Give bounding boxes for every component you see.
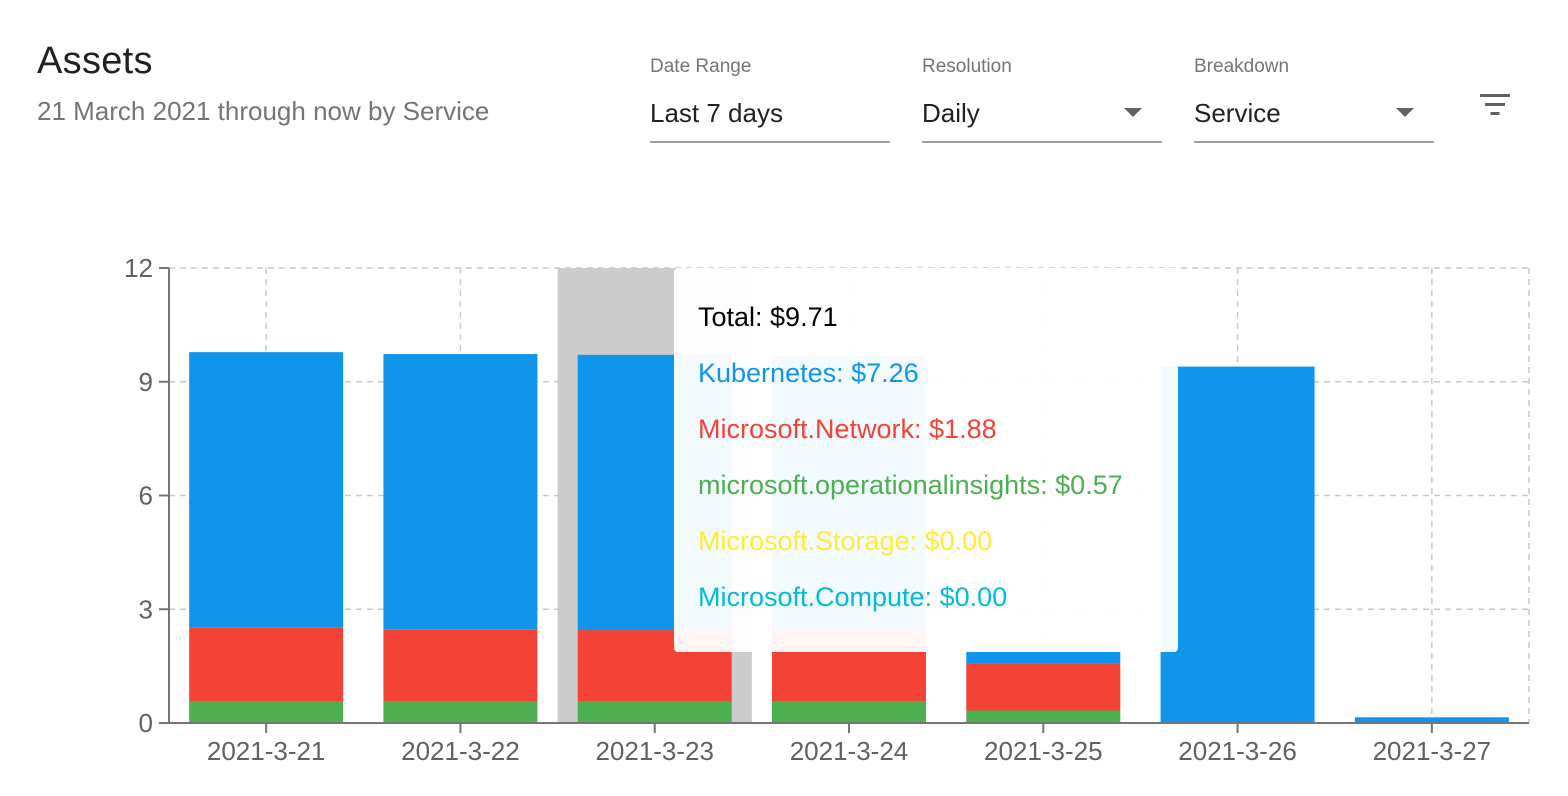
bar-microsoft-operationalinsights-2021-3-23 (577, 701, 732, 723)
tooltip-item-microsoft-storage: Microsoft.Storage: $0.00 (698, 526, 993, 556)
date-range-field[interactable]: Date Range Last 7 days (650, 52, 890, 144)
resolution-value[interactable]: Daily (922, 98, 980, 128)
bar-microsoft-network-2021-3-22 (383, 629, 538, 702)
date-range-label: Date Range (650, 56, 752, 77)
breakdown-select[interactable]: Breakdown Service (1194, 52, 1434, 144)
tooltip-item-microsoft-network: Microsoft.Network: $1.88 (698, 414, 997, 444)
filter-list-icon[interactable] (1478, 92, 1512, 122)
x-tick-label: 2021-3-25 (984, 736, 1103, 766)
y-tick-label: 0 (139, 708, 153, 738)
page-subtitle: 21 March 2021 through now by Service (37, 96, 490, 126)
breakdown-underline (1194, 141, 1434, 143)
y-tick-label: 6 (139, 481, 153, 511)
resolution-select[interactable]: Resolution Daily (922, 52, 1162, 144)
x-tick-label: 2021-3-24 (790, 736, 909, 766)
resolution-label: Resolution (922, 56, 1012, 77)
breakdown-label: Breakdown (1194, 56, 1290, 77)
x-tick-label: 2021-3-27 (1373, 736, 1492, 766)
tooltip-item-operationalinsights: microsoft.operationalinsights: $0.57 (698, 470, 1123, 500)
x-tick-label: 2021-3-26 (1178, 736, 1297, 766)
x-tick-label: 2021-3-21 (207, 736, 326, 766)
bar-kubernetes-2021-3-25 (966, 651, 1121, 664)
x-tick-label: 2021-3-22 (401, 736, 520, 766)
chevron-down-icon[interactable] (1396, 108, 1414, 117)
y-tick-label: 3 (139, 594, 153, 624)
date-range-underline (650, 141, 890, 143)
bar-microsoft-operationalinsights-2021-3-22 (383, 701, 538, 723)
tooltip-total: Total: $9.71 (698, 302, 838, 332)
y-tick-label: 12 (124, 253, 153, 283)
bar-kubernetes-2021-3-22 (383, 354, 538, 630)
date-range-value[interactable]: Last 7 days (650, 98, 783, 128)
bar-kubernetes-2021-3-26 (1160, 366, 1315, 723)
bar-microsoft-operationalinsights-2021-3-21 (189, 701, 344, 723)
resolution-underline (922, 141, 1162, 143)
tooltip-item-kubernetes: Kubernetes: $7.26 (698, 358, 919, 388)
bar-microsoft-network-2021-3-25 (966, 663, 1121, 711)
chevron-down-icon[interactable] (1124, 108, 1142, 117)
x-tick-label: 2021-3-23 (595, 736, 714, 766)
bar-microsoft-network-2021-3-21 (189, 627, 344, 702)
chart-tooltip: Total: $9.71 Kubernetes: $7.26 Microsoft… (674, 268, 1178, 652)
bar-kubernetes-2021-3-21 (189, 352, 344, 628)
bar-microsoft-operationalinsights-2021-3-25 (966, 710, 1121, 723)
bar-microsoft-operationalinsights-2021-3-24 (772, 701, 926, 723)
bar-kubernetes-2021-3-27 (1354, 717, 1509, 723)
breakdown-value[interactable]: Service (1194, 98, 1281, 128)
page-title: Assets (37, 40, 153, 82)
y-tick-label: 9 (139, 367, 153, 397)
tooltip-item-microsoft-compute: Microsoft.Compute: $0.00 (698, 582, 1008, 612)
